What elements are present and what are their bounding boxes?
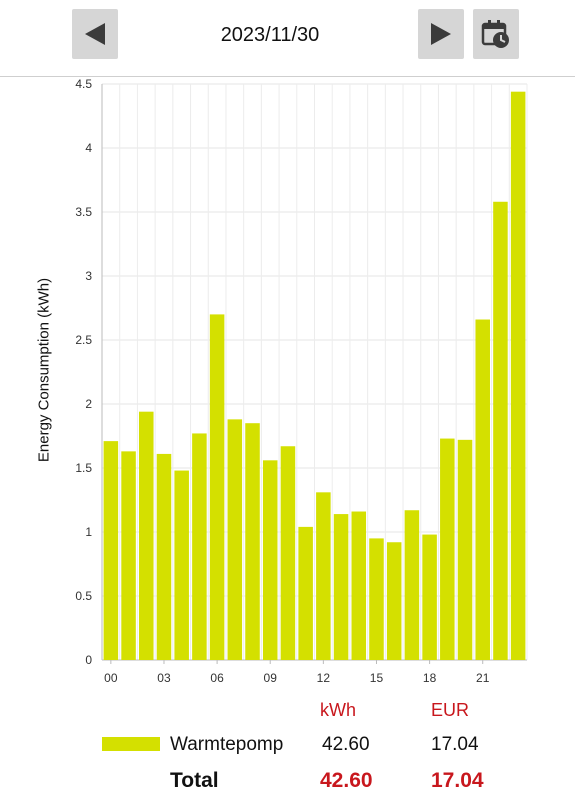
bar <box>298 526 313 660</box>
y-tick-label: 1.5 <box>75 461 92 475</box>
y-tick-label: 2.5 <box>75 333 92 347</box>
x-tick-label: 12 <box>317 671 331 685</box>
bar <box>422 534 437 660</box>
triangle-left-icon <box>85 23 105 45</box>
total-kwh-value: 42.60 <box>320 769 373 792</box>
bar <box>351 511 367 660</box>
bar <box>404 510 420 660</box>
y-tick-label: 1 <box>85 525 92 539</box>
y-tick-label: 3.5 <box>75 205 92 219</box>
bar <box>369 538 384 660</box>
bar <box>139 411 154 660</box>
column-header-eur: EUR <box>431 700 470 720</box>
bar <box>440 438 455 660</box>
x-tick-label: 03 <box>157 671 171 685</box>
y-tick-label: 2 <box>85 397 92 411</box>
total-label: Total <box>170 769 219 792</box>
current-date[interactable]: 2023/11/30 <box>220 24 320 46</box>
calendar-button[interactable] <box>473 9 519 59</box>
bar <box>262 460 278 660</box>
bar <box>103 441 119 660</box>
bar <box>457 439 473 660</box>
column-header-kwh: kWh <box>320 700 356 720</box>
date-toolbar: 2023/11/30 <box>0 0 575 77</box>
bar <box>493 201 508 660</box>
calendar-clock-icon <box>481 20 509 48</box>
x-tick-label: 21 <box>476 671 490 685</box>
energy-consumption-chart: 0 0.5 1 1.5 2 2.5 3 3.5 4 4.5 00 03 06 09 12 15 18 21 <box>75 77 528 685</box>
x-tick-label: 15 <box>370 671 384 685</box>
y-axis-label: Energy Consumption (kWh) <box>35 277 53 463</box>
next-day-button[interactable] <box>418 9 464 59</box>
bar <box>121 451 136 660</box>
previous-day-button[interactable] <box>72 9 118 59</box>
bar <box>174 470 189 660</box>
y-tick-label: 4 <box>85 141 92 155</box>
triangle-right-icon <box>431 23 451 45</box>
bar <box>245 423 260 660</box>
y-tick-label: 0 <box>85 653 92 667</box>
legend-table: kWh EUR Warmtepomp 42.60 17.04 Total 42.… <box>0 690 575 800</box>
series-swatch <box>102 737 160 751</box>
series-eur-value: 17.04 <box>431 734 479 755</box>
total-eur-value: 17.04 <box>431 769 484 792</box>
bar <box>192 433 207 660</box>
x-tick-label: 06 <box>210 671 224 685</box>
bar <box>475 319 490 660</box>
bar <box>156 453 172 660</box>
bar <box>386 542 402 660</box>
x-tick-label: 00 <box>104 671 118 685</box>
bar <box>316 492 331 660</box>
y-tick-label: 0.5 <box>75 589 92 603</box>
bar <box>333 514 349 660</box>
x-tick-label: 18 <box>423 671 437 685</box>
bar <box>209 314 225 660</box>
bar <box>280 446 296 660</box>
x-tick-label: 09 <box>264 671 278 685</box>
y-tick-label: 3 <box>85 269 92 283</box>
series-kwh-value: 42.60 <box>322 734 370 755</box>
y-tick-label: 4.5 <box>75 77 92 91</box>
series-name: Warmtepomp <box>170 734 284 755</box>
bar <box>510 91 526 661</box>
bar <box>227 419 243 660</box>
